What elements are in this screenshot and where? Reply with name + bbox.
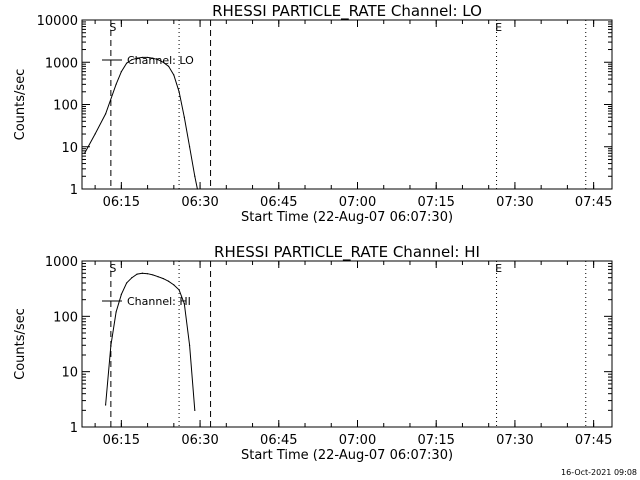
legend-label: Channel: LO — [127, 54, 194, 67]
x-tick-label: 07:00 — [339, 433, 376, 448]
marker-label: E — [495, 21, 502, 34]
x-axis-label: Start Time (22-Aug-07 06:07:30) — [241, 448, 453, 463]
x-tick-label: 07:45 — [575, 195, 612, 210]
marker-label: E — [495, 262, 502, 275]
marker-label: S — [109, 262, 116, 275]
data-point — [120, 293, 122, 295]
data-point — [105, 113, 107, 115]
data-point — [178, 289, 180, 291]
data-point — [196, 188, 199, 190]
data-point — [188, 344, 191, 346]
chart-title: RHESSI PARTICLE_RATE Channel: HI — [214, 243, 480, 262]
x-tick-label: 06:30 — [181, 433, 218, 448]
data-point — [173, 74, 175, 76]
data-point — [84, 152, 86, 154]
data-point — [178, 91, 180, 93]
axes-frame — [81, 260, 613, 428]
data-point — [126, 62, 128, 64]
data-point — [146, 273, 149, 275]
data-point — [110, 344, 112, 346]
y-tick-label: 10 — [61, 141, 78, 156]
data-point — [146, 56, 149, 59]
chart-panel-2: RHESSI PARTICLE_RATE Channel: HI 06:15 06:… — [13, 243, 613, 463]
data-point — [131, 277, 133, 279]
x-tick-label: 06:30 — [181, 195, 218, 210]
data-point — [152, 57, 154, 59]
data-point — [162, 61, 164, 63]
x-tick-label: 07:15 — [417, 195, 454, 210]
data-point — [167, 280, 170, 282]
chart-title: RHESSI PARTICLE_RATE Channel: LO — [212, 2, 482, 21]
x-axis-label: Start Time (22-Aug-07 06:07:30) — [241, 210, 453, 225]
data-point — [157, 59, 159, 61]
y-tick-label: 1 — [70, 421, 78, 436]
data-point — [141, 272, 143, 274]
y-tick-label: 10000 — [37, 14, 78, 29]
y-tick-label: 100 — [53, 99, 78, 114]
x-tick-label: 06:45 — [260, 433, 297, 448]
legend-label: Channel: HI — [127, 295, 191, 308]
data-point — [188, 146, 191, 148]
x-tick-label: 06:15 — [103, 433, 140, 448]
data-point — [115, 83, 117, 85]
y-axis-label: Counts/sec — [13, 308, 28, 380]
y-axis-label: Counts/sec — [13, 69, 28, 141]
data-point — [136, 57, 138, 59]
data-point — [157, 276, 159, 278]
data-point — [120, 71, 122, 73]
data-point — [131, 59, 133, 61]
y-tick-label: 1000 — [45, 56, 78, 71]
chart-panel-1: RHESSI PARTICLE_RATE Channel: LO 06:15 06:… — [13, 2, 613, 225]
data-point — [136, 273, 138, 275]
x-tick-label: 06:45 — [260, 195, 297, 210]
x-tick-label: 07:45 — [575, 433, 612, 448]
x-tick-label: 07:15 — [417, 433, 454, 448]
data-series-line — [84, 56, 198, 190]
data-point — [194, 409, 196, 411]
data-point — [173, 284, 175, 286]
x-tick-label: 07:30 — [496, 195, 533, 210]
data-point — [183, 302, 185, 305]
data-point — [126, 282, 128, 284]
data-series-line — [105, 272, 196, 411]
data-point — [152, 274, 154, 276]
data-point — [167, 65, 170, 67]
axes-frame — [81, 19, 613, 190]
y-tick-label: 1000 — [45, 255, 78, 270]
y-tick-label: 10 — [61, 366, 78, 381]
data-point — [162, 278, 164, 280]
marker-label: S — [109, 21, 116, 34]
y-tick-label: 100 — [53, 310, 78, 325]
x-tick-label: 07:30 — [496, 433, 533, 448]
x-tick-label: 07:00 — [339, 195, 376, 210]
data-point — [94, 133, 96, 135]
datestamp: 16-Oct-2021 09:08 — [561, 468, 637, 477]
y-tick-label: 1 — [70, 183, 78, 198]
data-point — [141, 56, 143, 59]
data-point — [183, 116, 185, 118]
data-point — [194, 175, 196, 177]
x-tick-label: 06:15 — [103, 195, 140, 210]
data-point — [115, 311, 117, 313]
data-point — [105, 404, 107, 406]
